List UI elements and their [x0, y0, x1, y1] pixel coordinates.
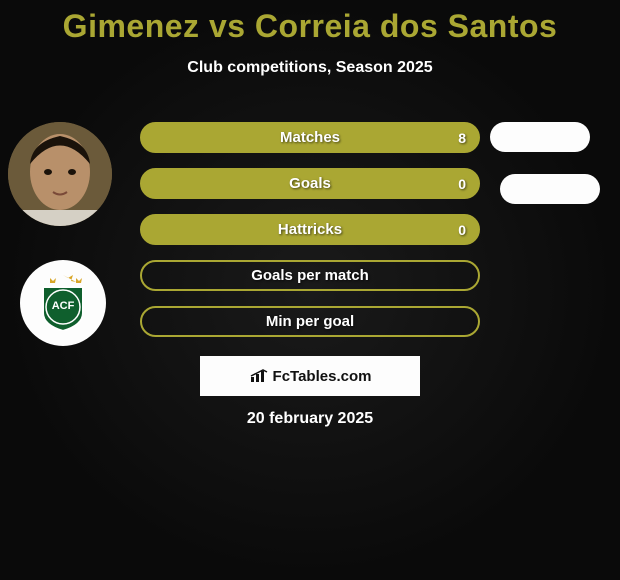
- stats-bars: Matches 8 Goals 0 Hattricks 0 Goals per match M…: [140, 122, 480, 352]
- stat-label: Goals: [289, 175, 331, 192]
- page-title: Gimenez vs Correia dos Santos: [0, 0, 620, 45]
- player-photo: [8, 122, 112, 226]
- stat-label: Min per goal: [266, 313, 354, 330]
- stat-label: Hattricks: [278, 221, 342, 238]
- subtitle: Club competitions, Season 2025: [0, 59, 620, 77]
- stat-value: 0: [458, 222, 466, 238]
- pill-2: [500, 174, 600, 204]
- stat-row: Goals per match: [140, 260, 480, 291]
- brand-box: FcTables.com: [200, 356, 420, 396]
- svg-text:ACF: ACF: [52, 300, 75, 312]
- stat-row: Min per goal: [140, 306, 480, 337]
- shield-icon: ACF: [38, 275, 88, 331]
- brand-text: FcTables.com: [273, 368, 372, 385]
- stat-row: Hattricks 0: [140, 214, 480, 245]
- chart-icon: [249, 368, 269, 384]
- pill-1: [490, 122, 590, 152]
- date-text: 20 february 2025: [0, 410, 620, 428]
- stat-label: Matches: [280, 129, 340, 146]
- stat-row: Goals 0: [140, 168, 480, 199]
- club-badge: ACF: [20, 260, 106, 346]
- stat-label: Goals per match: [251, 267, 369, 284]
- stat-value: 0: [458, 176, 466, 192]
- stat-value: 8: [458, 130, 466, 146]
- face-icon: [8, 122, 112, 226]
- stat-row: Matches 8: [140, 122, 480, 153]
